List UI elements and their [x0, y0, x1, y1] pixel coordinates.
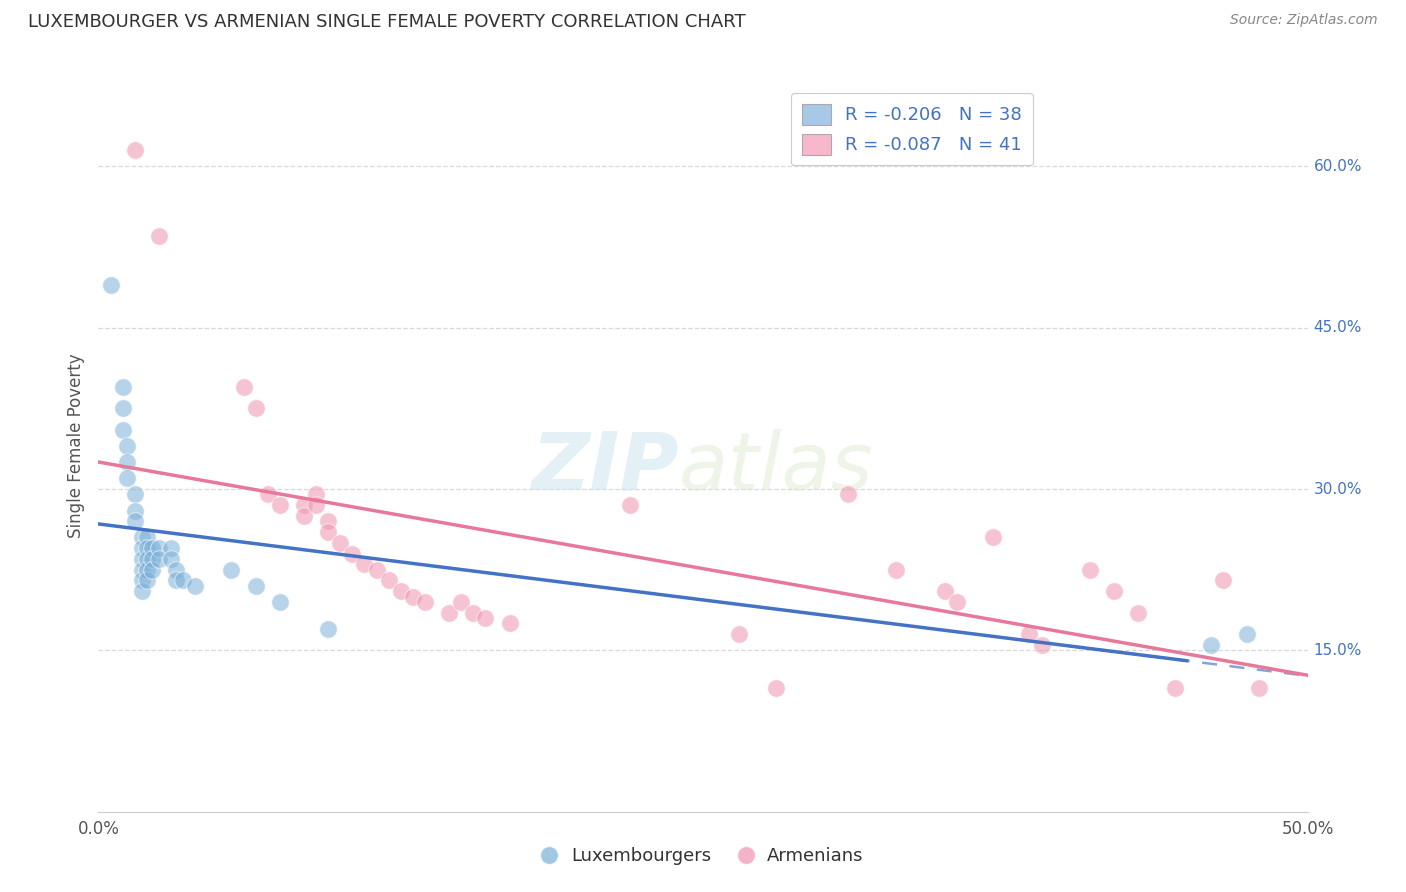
Point	[135, 530, 157, 544]
Point	[117, 455, 139, 469]
Text: 60.0%: 60.0%	[1313, 159, 1362, 174]
Point	[148, 229, 170, 244]
Point	[946, 595, 969, 609]
Point	[117, 439, 139, 453]
Point	[1018, 627, 1040, 641]
Point	[135, 563, 157, 577]
Point	[1199, 638, 1222, 652]
Point	[619, 498, 641, 512]
Point	[269, 595, 291, 609]
Point	[148, 552, 170, 566]
Point	[165, 574, 187, 588]
Legend: Luxembourgers, Armenians: Luxembourgers, Armenians	[536, 839, 870, 872]
Point	[837, 487, 859, 501]
Point	[316, 524, 339, 539]
Point	[1236, 627, 1258, 641]
Point	[474, 611, 496, 625]
Point	[131, 574, 153, 588]
Text: 45.0%: 45.0%	[1313, 320, 1362, 335]
Point	[165, 563, 187, 577]
Point	[160, 541, 183, 556]
Point	[117, 471, 139, 485]
Point	[402, 590, 425, 604]
Point	[269, 498, 291, 512]
Point	[1102, 584, 1125, 599]
Point	[141, 541, 163, 556]
Point	[292, 508, 315, 523]
Point	[124, 503, 146, 517]
Point	[131, 584, 153, 599]
Point	[1212, 574, 1234, 588]
Point	[463, 606, 485, 620]
Point	[329, 536, 352, 550]
Point	[160, 552, 183, 566]
Point	[450, 595, 472, 609]
Point	[305, 498, 328, 512]
Point	[292, 498, 315, 512]
Text: Source: ZipAtlas.com: Source: ZipAtlas.com	[1230, 13, 1378, 28]
Point	[728, 627, 751, 641]
Point	[232, 380, 254, 394]
Point	[353, 558, 375, 572]
Point	[111, 423, 134, 437]
Point	[245, 401, 267, 416]
Point	[316, 622, 339, 636]
Point	[148, 541, 170, 556]
Point	[124, 487, 146, 501]
Point	[316, 514, 339, 528]
Point	[413, 595, 436, 609]
Text: 30.0%: 30.0%	[1313, 482, 1362, 497]
Text: LUXEMBOURGER VS ARMENIAN SINGLE FEMALE POVERTY CORRELATION CHART: LUXEMBOURGER VS ARMENIAN SINGLE FEMALE P…	[28, 13, 745, 31]
Point	[389, 584, 412, 599]
Point	[141, 563, 163, 577]
Point	[124, 514, 146, 528]
Point	[131, 530, 153, 544]
Point	[245, 579, 267, 593]
Y-axis label: Single Female Poverty: Single Female Poverty	[66, 354, 84, 538]
Point	[131, 563, 153, 577]
Point	[498, 616, 520, 631]
Point	[1078, 563, 1101, 577]
Point	[1249, 681, 1271, 695]
Point	[377, 574, 399, 588]
Text: ZIP: ZIP	[531, 429, 679, 507]
Point	[131, 541, 153, 556]
Point	[184, 579, 207, 593]
Point	[305, 487, 328, 501]
Text: atlas: atlas	[679, 429, 873, 507]
Point	[124, 143, 146, 157]
Point	[934, 584, 956, 599]
Point	[256, 487, 278, 501]
Point	[135, 552, 157, 566]
Text: 15.0%: 15.0%	[1313, 643, 1362, 658]
Point	[1163, 681, 1185, 695]
Point	[111, 401, 134, 416]
Point	[765, 681, 787, 695]
Point	[437, 606, 460, 620]
Point	[135, 541, 157, 556]
Point	[135, 574, 157, 588]
Point	[342, 547, 364, 561]
Point	[131, 552, 153, 566]
Point	[886, 563, 908, 577]
Point	[100, 277, 122, 292]
Point	[981, 530, 1004, 544]
Point	[221, 563, 243, 577]
Point	[1128, 606, 1150, 620]
Point	[1031, 638, 1053, 652]
Point	[141, 552, 163, 566]
Point	[111, 380, 134, 394]
Point	[366, 563, 388, 577]
Point	[172, 574, 194, 588]
